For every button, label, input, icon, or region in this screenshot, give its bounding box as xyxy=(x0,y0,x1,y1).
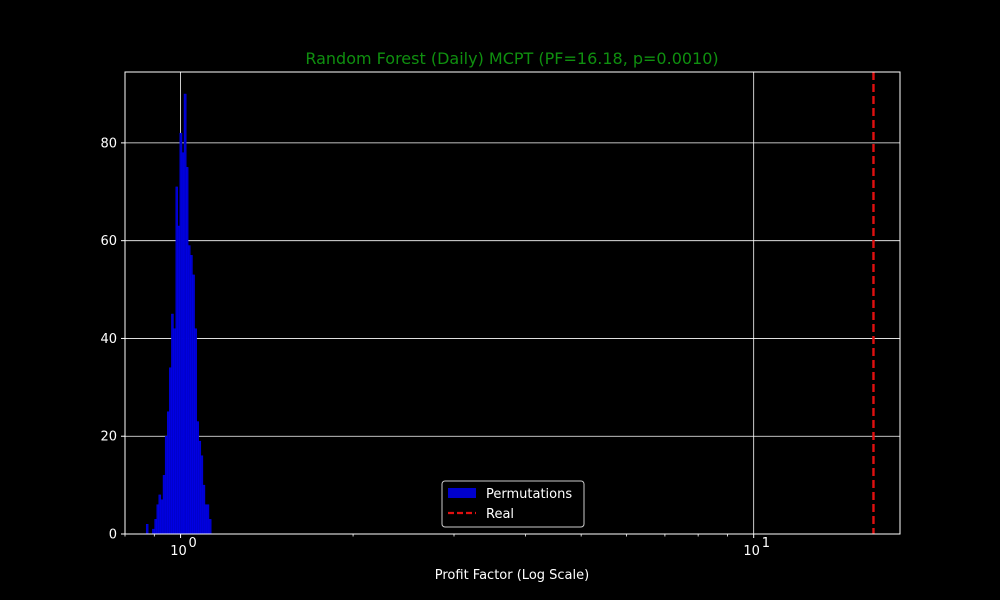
y-axis: 0 20 40 60 80 xyxy=(100,136,125,543)
histogram-bar xyxy=(179,132,183,535)
histogram-bar xyxy=(169,367,172,535)
histogram-bar xyxy=(160,499,164,535)
histogram-bar xyxy=(187,245,191,535)
y-tick-label: 60 xyxy=(100,234,117,249)
y-tick-label: 20 xyxy=(100,430,117,445)
histogram-bar xyxy=(208,519,212,535)
histogram-bar xyxy=(158,494,162,535)
histogram-bar xyxy=(190,255,193,535)
histogram-bar xyxy=(167,411,170,535)
histogram-bar xyxy=(181,152,185,535)
histogram-bars xyxy=(145,93,212,535)
chart-title: Random Forest (Daily) MCPT (PF=16.18, p=… xyxy=(305,49,718,68)
x-axis-label: Profit Factor (Log Scale) xyxy=(435,568,589,583)
legend-box xyxy=(441,480,585,528)
histogram-bar xyxy=(186,167,189,535)
histogram-bar xyxy=(202,484,206,535)
histogram-bar xyxy=(171,313,174,535)
histogram-bar xyxy=(194,328,197,535)
histogram-bar xyxy=(183,93,187,535)
plot-frame xyxy=(124,71,901,535)
histogram-bar xyxy=(198,440,202,535)
x-tick-label: 10 xyxy=(743,544,760,559)
histogram-bar xyxy=(206,504,210,535)
legend-label-permutations: Permutations xyxy=(486,487,572,502)
histogram-bar xyxy=(156,504,159,535)
y-tick-label: 80 xyxy=(100,136,117,151)
histogram-bar xyxy=(162,475,166,535)
histogram-bar xyxy=(192,274,195,535)
plot-area xyxy=(124,71,901,535)
histogram-bar xyxy=(196,421,199,535)
y-tick-label: 0 xyxy=(109,528,117,543)
histogram-bar xyxy=(175,186,178,535)
histogram-bar xyxy=(154,519,157,535)
legend-swatch-permutations xyxy=(448,488,476,498)
y-tick-label: 40 xyxy=(100,332,117,347)
histogram-bar xyxy=(200,455,204,535)
x-tick-label: 10 xyxy=(170,544,187,559)
x-tick-exponent: 0 xyxy=(189,536,197,551)
histogram-bar xyxy=(145,524,149,535)
x-tick-exponent: 1 xyxy=(762,536,770,551)
legend-label-real: Real xyxy=(486,507,514,522)
histogram-bar xyxy=(177,225,180,535)
legend: Permutations Real xyxy=(441,480,585,528)
histogram-bar xyxy=(152,528,155,535)
histogram-bar xyxy=(164,436,168,535)
plot-background xyxy=(125,72,900,534)
histogram-bar xyxy=(204,504,208,535)
histogram-bar xyxy=(173,328,176,535)
